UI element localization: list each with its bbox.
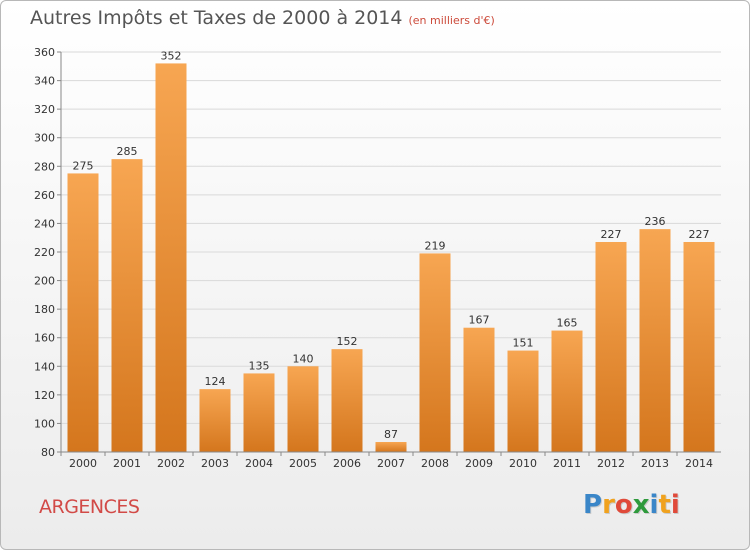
value-label-2009: 167 [469, 314, 490, 327]
x-tick-label-2012: 2012 [597, 457, 625, 470]
y-tick-label: 200 [34, 275, 55, 288]
x-tick-label-2014: 2014 [685, 457, 713, 470]
bar-2001 [111, 159, 143, 452]
bar-2014 [683, 242, 715, 452]
x-tick-label-2009: 2009 [465, 457, 493, 470]
bar-2013 [639, 229, 671, 452]
logo-letter: x [632, 490, 650, 520]
value-label-2012: 227 [601, 228, 622, 241]
x-tick-label-2011: 2011 [553, 457, 581, 470]
y-axis: 80 100 120 140 160 180 200 220 240 260 280 300 320 34… [34, 46, 62, 459]
x-tick-label-2003: 2003 [201, 457, 229, 470]
value-label-2004: 135 [249, 359, 270, 372]
x-tick-label-2013: 2013 [641, 457, 669, 470]
x-tick-label-2001: 2001 [113, 457, 141, 470]
logo-letter: t [658, 490, 671, 520]
bar-2003 [199, 389, 231, 452]
bar-2010 [507, 350, 539, 452]
x-axis: 2000 2001 2002 2003 2004 2005 2006 2007 2008 2009… [60, 451, 721, 470]
y-tick-label: 220 [34, 246, 55, 259]
chart-title-text: Autres Impôts et Taxes de 2000 à 2014 [30, 7, 403, 29]
value-label-2010: 151 [513, 337, 534, 350]
value-label-2000: 275 [73, 159, 94, 172]
value-label-2011: 165 [557, 317, 578, 330]
logo-letter: o [614, 490, 633, 520]
value-label-2003: 124 [205, 375, 226, 388]
proxiti-logo: Proxiti [583, 490, 680, 520]
value-label-2001: 285 [117, 145, 138, 158]
y-tick-label: 360 [34, 46, 55, 59]
x-tick-label-2010: 2010 [509, 457, 537, 470]
value-label-2002: 352 [161, 49, 182, 62]
value-label-2008: 219 [425, 239, 446, 252]
y-tick-label: 240 [34, 217, 55, 230]
x-tick-label-2008: 2008 [421, 457, 449, 470]
x-tick-label-2000: 2000 [69, 457, 97, 470]
y-tick-label: 320 [34, 103, 55, 116]
bar-2004 [243, 373, 275, 452]
bar-2002 [155, 63, 187, 453]
x-tick-label-2004: 2004 [245, 457, 273, 470]
chart-subtitle: (en milliers d'€) [408, 14, 495, 27]
y-tick-label: 340 [34, 75, 55, 88]
bar-2006 [331, 349, 363, 452]
commune-name: ARGENCES [39, 496, 140, 518]
value-label-2005: 140 [293, 352, 314, 365]
x-tick-label-2006: 2006 [333, 457, 361, 470]
x-tick-label-2005: 2005 [289, 457, 317, 470]
bar-2000 [67, 173, 99, 452]
bar-2007 [375, 442, 407, 452]
y-tick-label: 160 [34, 332, 55, 345]
bar-2005 [287, 366, 319, 452]
y-tick-label: 300 [34, 132, 55, 145]
value-label-2006: 152 [337, 335, 358, 348]
logo-letter: P [583, 490, 603, 520]
value-label-2014: 227 [689, 228, 710, 241]
y-tick-label: 280 [34, 160, 55, 173]
y-tick-label: 260 [34, 189, 55, 202]
y-tick-label: 120 [34, 389, 55, 402]
value-label-2007: 87 [384, 428, 398, 441]
bar-2009 [463, 327, 495, 452]
y-tick-label: 140 [34, 360, 55, 373]
chart-title: Autres Impôts et Taxes de 2000 à 2014 (en… [30, 7, 495, 29]
y-tick-label: 100 [34, 417, 55, 430]
value-labels: 275 285 352 124 135 140 152 87 219 167 151 165 227 23… [73, 49, 710, 441]
y-tick-label: 180 [34, 303, 55, 316]
x-tick-label-2002: 2002 [157, 457, 185, 470]
y-tick-label: 80 [41, 446, 55, 459]
logo-letter: r [602, 490, 615, 520]
bar-2012 [595, 242, 627, 452]
bar-2011 [551, 330, 583, 452]
logo-letter: i [649, 490, 659, 520]
x-tick-label-2007: 2007 [377, 457, 405, 470]
logo-letter: i [670, 490, 680, 520]
bars [67, 63, 715, 453]
value-label-2013: 236 [645, 215, 666, 228]
bar-2008 [419, 253, 451, 452]
